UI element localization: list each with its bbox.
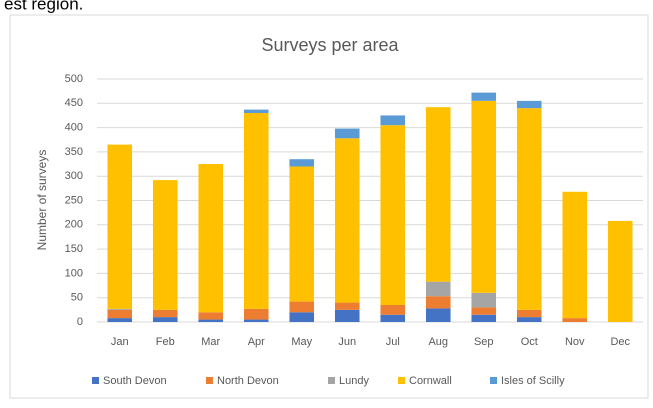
y-tick-label: 400 xyxy=(65,122,83,134)
bar-segment xyxy=(471,92,497,101)
bar-segment xyxy=(198,319,224,322)
bar-segment xyxy=(380,304,406,315)
bar-segment xyxy=(289,166,315,302)
legend-swatch xyxy=(92,377,99,384)
y-tick-label: 450 xyxy=(65,97,83,109)
legend-label: Cornwall xyxy=(409,375,452,387)
x-tick-label: Oct xyxy=(521,336,538,348)
bar-segment xyxy=(471,307,497,315)
bar-segment xyxy=(198,312,224,320)
bar-segment xyxy=(243,319,269,322)
bar-segment xyxy=(289,301,315,313)
bar-segment xyxy=(334,138,360,303)
x-tick-label: Jun xyxy=(338,336,356,348)
legend-label: North Devon xyxy=(217,375,279,387)
bar-segment xyxy=(425,308,451,322)
bar-segment xyxy=(516,317,542,322)
bar-segment xyxy=(516,100,542,109)
bar-segment xyxy=(107,318,133,322)
bar-segment xyxy=(471,292,497,308)
x-tick-label: Sep xyxy=(474,336,494,348)
bar-segment xyxy=(380,314,406,322)
x-tick-label: Jan xyxy=(111,336,129,348)
bar-segment xyxy=(198,164,224,313)
y-tick-label: 100 xyxy=(65,267,83,279)
x-tick-label: Nov xyxy=(565,336,585,348)
bar-segment xyxy=(107,308,133,310)
bar-segment xyxy=(289,312,315,322)
x-tick-label: May xyxy=(291,336,312,348)
bar-segment xyxy=(243,308,269,320)
bar-segment xyxy=(471,100,497,293)
caption: est region. xyxy=(4,0,83,13)
legend-swatch xyxy=(328,377,335,384)
bar-segment xyxy=(152,309,178,318)
legend-label: Lundy xyxy=(339,375,369,387)
bar-segment xyxy=(380,125,406,305)
bar-segment xyxy=(516,108,542,310)
bar-segment xyxy=(425,107,451,282)
y-tick-label: 0 xyxy=(77,316,83,328)
x-tick-label: Mar xyxy=(201,336,220,348)
bar-segment xyxy=(152,317,178,322)
bar-segment xyxy=(107,309,133,319)
bar-segment xyxy=(334,302,360,310)
x-tick-label: Feb xyxy=(156,336,175,348)
y-tick-label: 50 xyxy=(71,292,83,304)
x-tick-label: Jul xyxy=(386,336,400,348)
bar-segment xyxy=(471,314,497,322)
x-tick-label: Dec xyxy=(610,336,630,348)
bar-segment xyxy=(334,309,360,322)
y-tick-label: 350 xyxy=(65,146,83,158)
chart-frame xyxy=(9,14,649,399)
x-tick-label: Aug xyxy=(428,336,448,348)
bar-segment xyxy=(425,281,451,297)
legend-label: South Devon xyxy=(103,375,167,387)
y-tick-label: 200 xyxy=(65,219,83,231)
y-tick-label: 300 xyxy=(65,170,83,182)
bar-segment xyxy=(380,115,406,126)
bar-segment xyxy=(152,180,178,310)
bar-segment xyxy=(243,113,269,309)
legend-swatch xyxy=(398,377,405,384)
bar-segment xyxy=(243,109,269,114)
legend-swatch xyxy=(490,377,497,384)
x-tick-label: Apr xyxy=(248,336,265,348)
bar-segment xyxy=(425,296,451,309)
bar-segment xyxy=(289,159,315,167)
y-axis-label: Number of surveys xyxy=(35,150,49,251)
bar-segment xyxy=(334,128,360,139)
bar-segment xyxy=(562,318,588,322)
y-tick-label: 250 xyxy=(65,194,83,206)
y-tick-label: 150 xyxy=(65,243,83,255)
legend-label: Isles of Scilly xyxy=(501,375,565,387)
bar-segment xyxy=(607,220,633,322)
bar-segment xyxy=(516,309,542,318)
bar-segment xyxy=(562,191,588,319)
legend-swatch xyxy=(206,377,213,384)
y-tick-label: 500 xyxy=(65,73,83,85)
bar-segment xyxy=(107,144,133,309)
chart-title: Surveys per area xyxy=(261,35,399,55)
